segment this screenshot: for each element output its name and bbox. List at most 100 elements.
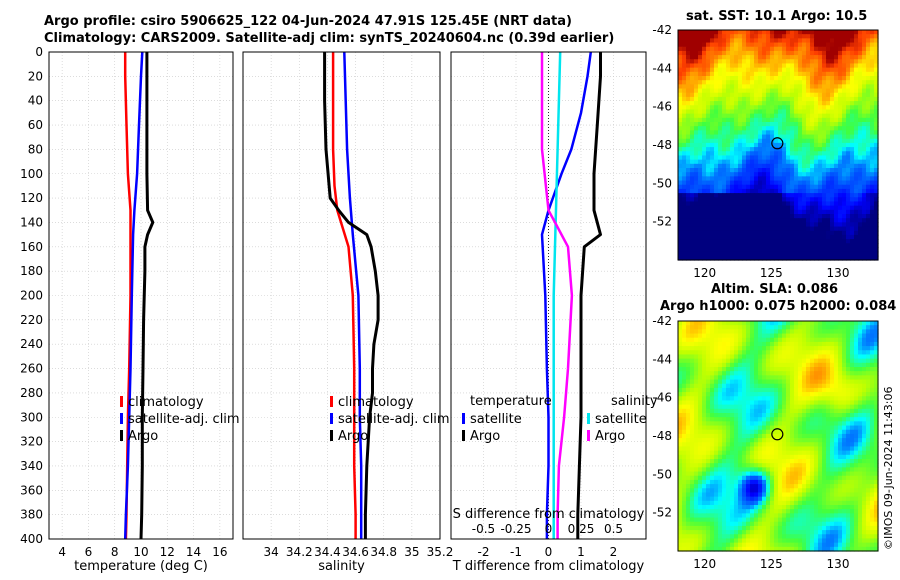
x-tick-label: 35.2 <box>427 545 454 559</box>
map-cell <box>742 168 747 173</box>
map-cell <box>726 159 731 165</box>
map-cell <box>790 421 795 427</box>
map-cell <box>854 463 859 468</box>
map-cell <box>830 201 835 207</box>
map-cell <box>766 197 771 203</box>
map-cell <box>806 321 811 326</box>
map-cell <box>742 50 747 56</box>
map-cell <box>762 450 767 456</box>
map-cell <box>790 362 795 368</box>
map-cell <box>774 67 779 73</box>
map-cell <box>754 404 759 410</box>
map-cell <box>686 247 691 253</box>
map-cell <box>866 467 871 473</box>
map-cell <box>814 122 819 127</box>
map-cell <box>750 454 755 460</box>
map-cell <box>718 101 723 106</box>
map-cell <box>830 463 835 468</box>
map-cell <box>742 222 747 228</box>
map-cell <box>830 413 835 418</box>
map-cell <box>870 243 875 249</box>
map-cell <box>758 96 763 102</box>
map-cell <box>834 122 839 127</box>
map-cell <box>862 471 867 477</box>
map-cell <box>686 358 691 364</box>
map-cell <box>690 463 695 468</box>
map-cell <box>722 92 727 98</box>
map-cell <box>798 218 803 223</box>
map-cell <box>842 84 847 90</box>
map-cell <box>826 337 831 343</box>
map-cell <box>726 76 731 81</box>
map-cell <box>786 117 791 123</box>
map-cell <box>858 63 863 69</box>
map-cell <box>862 96 867 102</box>
map-cell <box>742 337 747 343</box>
map-cell <box>858 396 863 402</box>
map-cell <box>686 201 691 207</box>
map-cell <box>714 71 719 77</box>
map-cell <box>730 429 735 435</box>
map-cell <box>758 88 763 94</box>
map-cell <box>726 454 731 460</box>
map-cell <box>834 188 839 194</box>
map-cell <box>738 76 743 81</box>
map-cell <box>694 446 699 452</box>
map-cell <box>778 475 783 481</box>
map-cell <box>766 172 771 177</box>
map-cell <box>730 450 735 456</box>
map-cell <box>834 367 839 372</box>
map-cell <box>766 76 771 81</box>
map-cell <box>766 396 771 402</box>
map-cell <box>870 67 875 73</box>
map-cell <box>694 484 699 489</box>
map-cell <box>762 413 767 418</box>
map-cell <box>778 159 783 165</box>
map-cell <box>770 350 775 356</box>
map-cell <box>866 450 871 456</box>
map-cell <box>838 126 843 131</box>
map-cell <box>826 163 831 169</box>
map-cell <box>822 76 827 81</box>
map-cell <box>678 130 683 136</box>
map-cell <box>774 138 779 144</box>
map-cell <box>870 88 875 94</box>
map-cell <box>846 471 851 477</box>
map-cell <box>762 479 767 485</box>
map-cell <box>850 346 855 351</box>
map-cell <box>790 459 795 464</box>
map-cell <box>694 126 699 131</box>
map-cell <box>678 467 683 473</box>
map-cell <box>746 454 751 460</box>
map-cell <box>818 113 823 119</box>
map-cell <box>790 84 795 90</box>
map-cell <box>710 188 715 194</box>
map-cell <box>774 105 779 111</box>
map-cell <box>774 329 779 335</box>
map-cell <box>678 417 683 422</box>
map-cell <box>690 425 695 431</box>
map-cell <box>718 239 723 244</box>
map-cell <box>726 42 731 48</box>
map-cell <box>874 34 879 39</box>
map-cell <box>678 84 683 90</box>
map-cell <box>814 387 819 393</box>
map-cell <box>866 333 871 339</box>
map-cell <box>730 147 735 152</box>
map-cell <box>814 155 819 161</box>
map-cell <box>774 358 779 364</box>
map-cell <box>870 63 875 69</box>
map-cell <box>854 392 859 397</box>
map-cell <box>742 96 747 102</box>
map-cell <box>678 433 683 439</box>
map-cell <box>834 96 839 102</box>
map-cell <box>686 134 691 140</box>
map-cell <box>766 71 771 77</box>
map-cell <box>786 151 791 157</box>
map-cell <box>846 193 851 198</box>
map-cell <box>818 325 823 330</box>
map-cell <box>766 459 771 464</box>
y-tick-label: 260 <box>20 362 43 376</box>
map-cell <box>822 147 827 152</box>
map-cell <box>762 379 767 385</box>
